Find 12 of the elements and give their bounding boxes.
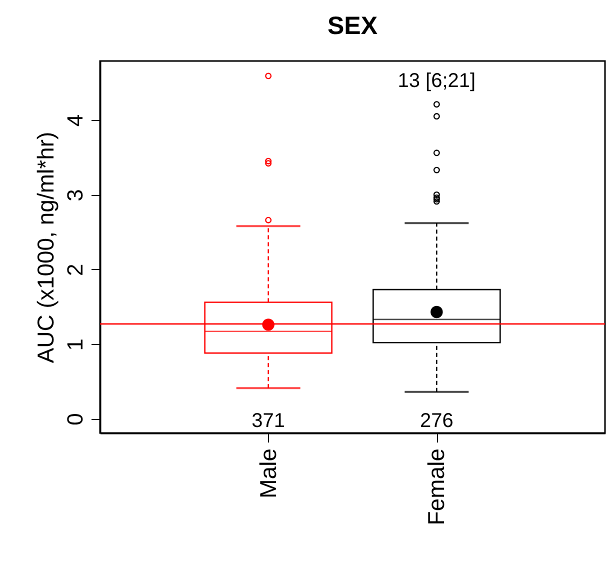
annotation: 371 [252, 410, 286, 432]
y-axis-title: AUC (x1000, ng/ml*hr) [32, 132, 58, 364]
annotation: 13 [6;21] [398, 70, 476, 92]
y-tick-label: 0 [62, 413, 88, 426]
x-tick-label: Male [254, 448, 281, 498]
annotation: 276 [420, 410, 454, 432]
y-tick-label: 1 [62, 338, 88, 351]
chart-title: SEX [327, 12, 378, 40]
x-tick-label: Female [423, 448, 450, 526]
y-tick-label: 4 [62, 114, 88, 127]
y-tick-label: 2 [62, 264, 88, 276]
y-tick-label: 3 [62, 189, 88, 202]
